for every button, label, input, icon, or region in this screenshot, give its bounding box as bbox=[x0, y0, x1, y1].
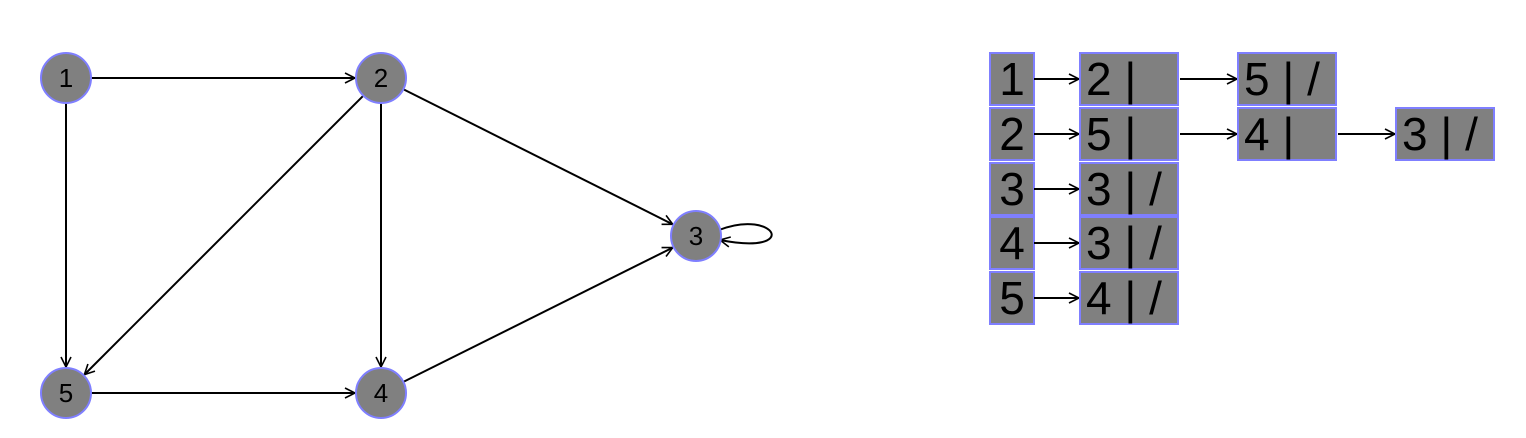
list-node-2-2: 4 | bbox=[1237, 107, 1337, 161]
graph-node-4: 4 bbox=[355, 367, 407, 419]
graph-node-5: 5 bbox=[40, 367, 92, 419]
head-label: 3 bbox=[999, 163, 1025, 215]
adjacency-head-5: 5 bbox=[989, 271, 1035, 325]
edge-2-to-3 bbox=[402, 88, 672, 226]
list-node-box bbox=[1079, 271, 1179, 325]
list-node-label: 2 | bbox=[1086, 53, 1136, 105]
list-node-4-1: 3 | / bbox=[1079, 216, 1179, 270]
head-cell bbox=[989, 162, 1035, 216]
list-node-box bbox=[1079, 162, 1179, 216]
node-label: 4 bbox=[374, 378, 388, 408]
head-label: 1 bbox=[999, 53, 1025, 105]
node-circle bbox=[355, 367, 407, 419]
head-label: 2 bbox=[999, 108, 1025, 160]
node-circle bbox=[355, 52, 407, 104]
list-node-label: 5 | bbox=[1086, 108, 1136, 160]
list-node-label: 3 | / bbox=[1086, 163, 1162, 215]
graph-edges bbox=[66, 78, 773, 393]
list-node-label: 3 | / bbox=[1402, 108, 1478, 160]
list-node-label: 5 | / bbox=[1244, 53, 1320, 105]
adjacency-head-3: 3 bbox=[989, 162, 1035, 216]
list-node-label: 4 | / bbox=[1086, 272, 1162, 324]
head-cell bbox=[989, 271, 1035, 325]
list-node-box bbox=[1237, 107, 1337, 161]
node-circle bbox=[40, 367, 92, 419]
list-node-label: 3 | / bbox=[1086, 217, 1162, 269]
list-node-box bbox=[1237, 52, 1337, 106]
list-node-3-1: 3 | / bbox=[1079, 162, 1179, 216]
head-cell bbox=[989, 216, 1035, 270]
adjacency-list: 1 2 | 5 | / 2 5 | 4 | 3 | / 3 3 | / 4 3 | / 5 4 | / bbox=[989, 52, 1495, 325]
directed-graph: 1 2 3 4 5 bbox=[40, 52, 773, 419]
list-node-5-1: 4 | / bbox=[1079, 271, 1179, 325]
head-label: 5 bbox=[999, 272, 1025, 324]
list-node-2-1: 5 | bbox=[1079, 107, 1179, 161]
adjacency-head-2: 2 bbox=[989, 107, 1035, 161]
node-circle bbox=[670, 210, 722, 262]
node-label: 1 bbox=[59, 63, 73, 93]
node-circle bbox=[40, 52, 92, 104]
list-node-1-2: 5 | / bbox=[1237, 52, 1337, 106]
edge-3-to-3 bbox=[719, 223, 773, 243]
list-node-box bbox=[1079, 52, 1179, 106]
list-node-label: 4 | bbox=[1244, 108, 1294, 160]
head-cell bbox=[989, 52, 1035, 106]
graph-node-3: 3 bbox=[670, 210, 722, 262]
list-node-1-1: 2 | bbox=[1079, 52, 1179, 106]
adjacency-head-4: 4 bbox=[989, 216, 1035, 270]
graph-node-2: 2 bbox=[355, 52, 407, 104]
graph-node-1: 1 bbox=[40, 52, 92, 104]
graph-nodes: 1 2 3 4 5 bbox=[40, 52, 722, 419]
node-label: 3 bbox=[689, 221, 703, 251]
edge-2-to-5 bbox=[84, 94, 365, 375]
node-label: 5 bbox=[59, 378, 73, 408]
head-label: 4 bbox=[999, 217, 1025, 269]
list-node-2-3: 3 | / bbox=[1395, 107, 1495, 161]
edge-4-to-3 bbox=[402, 246, 672, 383]
adjacency-head-1: 1 bbox=[989, 52, 1035, 106]
node-label: 2 bbox=[374, 63, 388, 93]
list-node-box bbox=[1079, 216, 1179, 270]
list-node-box bbox=[1395, 107, 1495, 161]
list-node-box bbox=[1079, 107, 1179, 161]
